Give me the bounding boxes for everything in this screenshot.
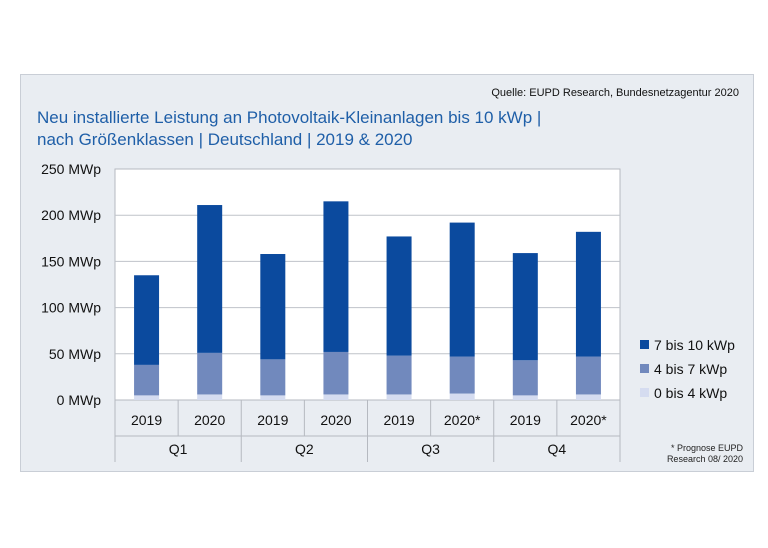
bar-segment-0-bis-4-kWp (197, 394, 223, 400)
group-label: Q3 (421, 441, 440, 457)
x-tick-label: 2020* (444, 412, 481, 428)
group-label: Q4 (548, 441, 567, 457)
bar-segment-0-bis-4-kWp (323, 394, 349, 400)
chart-title: Neu installierte Leistung an Photovoltai… (37, 107, 541, 151)
title-line-2: nach Größenklassen | Deutschland | 2019 … (37, 130, 413, 149)
legend-label: 4 bis 7 kWp (654, 361, 727, 377)
bar-segment-7-bis-10-kWp (449, 222, 475, 357)
bar-segment-4-bis-7-kWp (512, 360, 538, 396)
y-tick-label: 100 MWp (41, 300, 101, 316)
y-tick-label: 50 MWp (49, 346, 101, 362)
bar-segment-4-bis-7-kWp (260, 359, 286, 396)
group-label: Q1 (169, 441, 188, 457)
y-tick-label: 200 MWp (41, 207, 101, 223)
bar-segment-0-bis-4-kWp (386, 394, 412, 400)
x-tick-label: 2020* (570, 412, 607, 428)
bar-segment-0-bis-4-kWp (134, 395, 160, 400)
bar-segment-4-bis-7-kWp (323, 351, 349, 395)
legend-swatch (640, 388, 649, 397)
legend-swatch (640, 340, 649, 349)
bar-segment-0-bis-4-kWp (575, 394, 601, 400)
bar-segment-4-bis-7-kWp (197, 352, 223, 395)
bar-segment-7-bis-10-kWp (386, 236, 412, 356)
bar-segment-0-bis-4-kWp (449, 393, 475, 400)
title-line-1: Neu installierte Leistung an Photovoltai… (37, 108, 542, 127)
legend-label: 0 bis 4 kWp (654, 385, 727, 401)
source-label: Quelle: EUPD Research, Bundesnetzagentur… (491, 87, 739, 99)
bar-segment-7-bis-10-kWp (134, 275, 160, 365)
x-tick-label: 2019 (131, 412, 162, 428)
forecast-note: * Prognose EUPD Research 08/ 2020 (667, 443, 743, 465)
bar-segment-7-bis-10-kWp (260, 254, 286, 360)
bar-segment-4-bis-7-kWp (449, 356, 475, 394)
note-line-1: * Prognose EUPD (670, 443, 743, 453)
x-tick-label: 2019 (383, 412, 414, 428)
bar-segment-7-bis-10-kWp (512, 253, 538, 361)
y-tick-label: 250 MWp (41, 161, 101, 177)
bar-segment-4-bis-7-kWp (386, 355, 412, 395)
note-line-2: Research 08/ 2020 (666, 454, 743, 464)
legend-swatch (640, 364, 649, 373)
x-tick-label: 2019 (510, 412, 541, 428)
y-tick-label: 150 MWp (41, 253, 101, 269)
bar-segment-7-bis-10-kWp (197, 205, 223, 353)
bar-segment-4-bis-7-kWp (134, 364, 160, 396)
bar-segment-7-bis-10-kWp (575, 231, 601, 357)
x-tick-label: 2020 (320, 412, 351, 428)
bar-segment-4-bis-7-kWp (575, 356, 601, 395)
bar-segment-0-bis-4-kWp (260, 395, 286, 400)
legend-label: 7 bis 10 kWp (654, 337, 735, 353)
y-tick-label: 0 MWp (57, 392, 102, 408)
bar-segment-7-bis-10-kWp (323, 201, 349, 352)
x-tick-label: 2020 (194, 412, 225, 428)
bar-segment-0-bis-4-kWp (512, 395, 538, 400)
x-tick-label: 2019 (257, 412, 288, 428)
group-label: Q2 (295, 441, 314, 457)
plot-area (114, 168, 621, 401)
